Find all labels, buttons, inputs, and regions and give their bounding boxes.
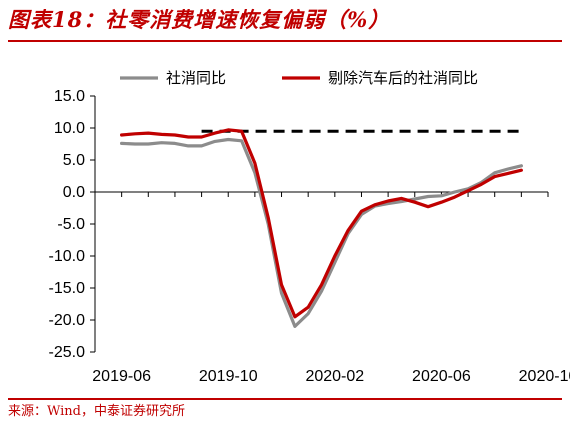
footer-divider: [8, 398, 562, 400]
y-tick-label: -5.0: [57, 216, 85, 233]
chart-title: 图表18：社零消费增速恢复偏弱（%）: [8, 7, 391, 32]
title-divider: [8, 40, 562, 42]
y-tick-label: 15.0: [54, 88, 85, 105]
y-tick-label: -25.0: [49, 344, 86, 361]
legend-label: 剔除汽车后的社消同比: [328, 69, 478, 87]
x-tick-label: 2019-06: [92, 368, 151, 385]
x-tick-label: 2020-02: [305, 368, 364, 385]
x-tick-label: 2019-10: [199, 368, 258, 385]
y-tick-label: 10.0: [54, 120, 85, 137]
x-tick-label: 2020-10: [519, 368, 570, 385]
source-note: 来源：Wind，中泰证券研究所: [8, 404, 185, 419]
y-tick-label: -15.0: [49, 280, 86, 297]
legend-label: 社消同比: [166, 69, 226, 87]
series-line-retail-sales-ex-auto-yoy: [119, 128, 524, 319]
y-tick-label: 0.0: [63, 184, 85, 201]
y-tick-label: -20.0: [49, 312, 86, 329]
x-tick-label: 2020-06: [412, 368, 471, 385]
y-tick-label: 5.0: [63, 152, 85, 169]
y-tick-label: -10.0: [49, 248, 86, 265]
series-line-retail-sales-yoy: [119, 137, 524, 328]
line-chart: 15.0 10.0 5.0 0.0 -5.0 -10.0 -15.0 -20.0 -25.0 20…: [49, 69, 570, 385]
